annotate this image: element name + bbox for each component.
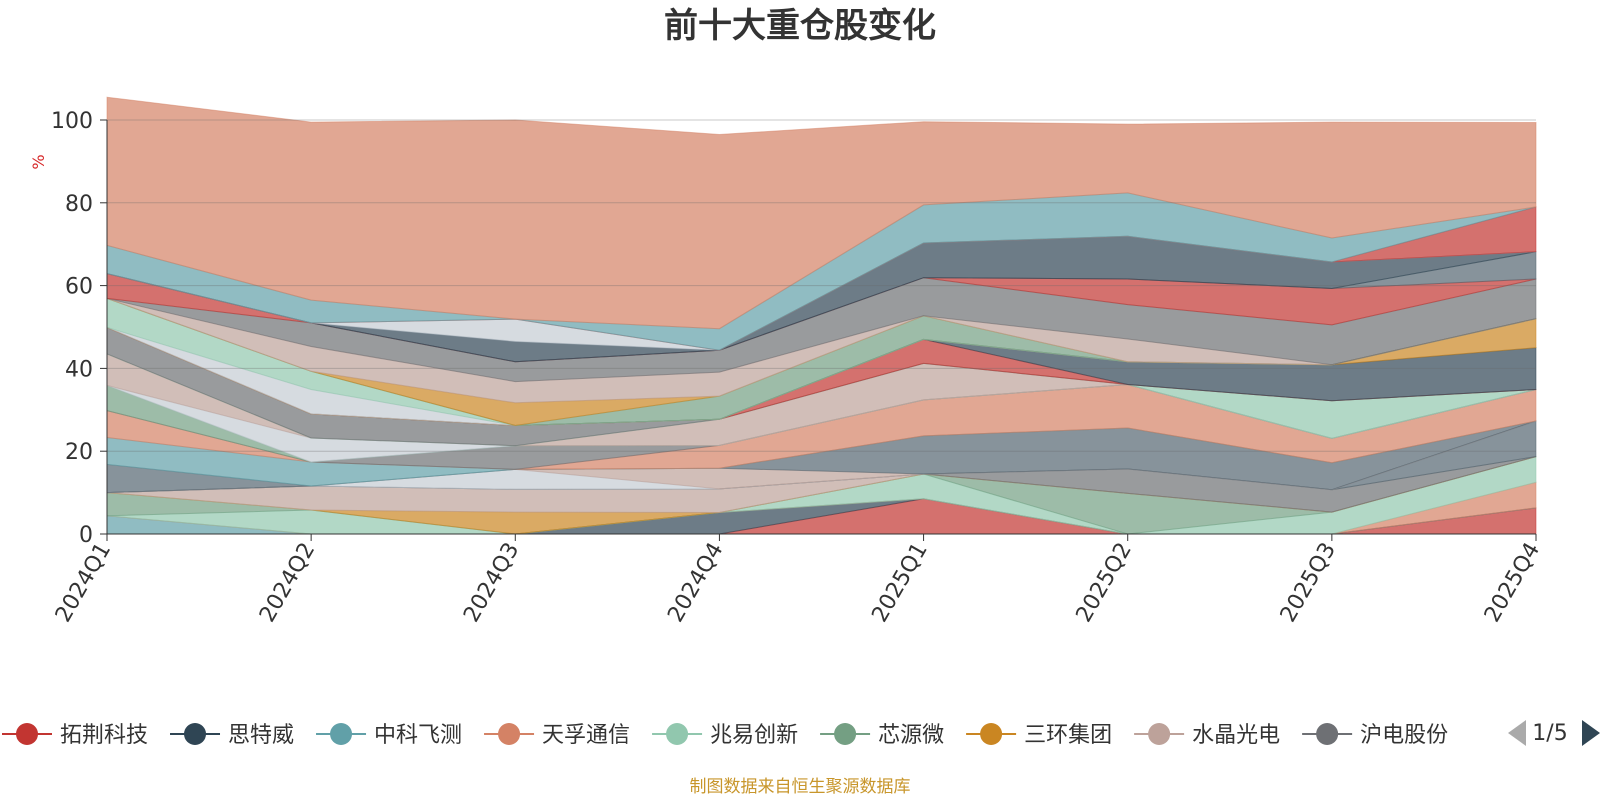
legend-item-5[interactable]: 兆易创新 bbox=[652, 723, 798, 748]
chart-title: 前十大重仓股变化 bbox=[664, 6, 936, 46]
legend-page-indicator: 1/5 bbox=[1532, 721, 1567, 746]
legend-label: 中科飞测 bbox=[374, 723, 462, 748]
legend-item-8[interactable]: 水晶光电 bbox=[1134, 723, 1280, 748]
legend-marker-icon bbox=[16, 723, 38, 745]
x-tick-label-2025Q1: 2025Q1 bbox=[867, 539, 932, 627]
x-tick-label-2025Q4: 2025Q4 bbox=[1480, 539, 1545, 627]
legend-next-page-icon[interactable] bbox=[1582, 720, 1600, 746]
area-series-layer bbox=[106, 96, 1537, 535]
legend-label: 三环集团 bbox=[1024, 723, 1112, 748]
x-tick-label-2024Q1: 2024Q1 bbox=[51, 539, 116, 627]
legend-label: 兆易创新 bbox=[710, 723, 798, 748]
x-tick-label-2024Q4: 2024Q4 bbox=[663, 539, 728, 627]
legend-item-9[interactable]: 沪电股份 bbox=[1302, 723, 1448, 748]
legend-label: 水晶光电 bbox=[1192, 723, 1280, 748]
y-tick-label-80: 80 bbox=[65, 192, 93, 217]
y-tick-label-0: 0 bbox=[79, 523, 93, 548]
legend-label: 拓荆科技 bbox=[60, 723, 148, 748]
legend-marker-icon bbox=[184, 723, 207, 745]
x-tick-label-2024Q2: 2024Q2 bbox=[255, 539, 320, 627]
legend-label: 芯源微 bbox=[878, 723, 944, 748]
legend-marker-icon bbox=[498, 723, 521, 745]
data-source-note: 制图数据来自恒生聚源数据库 bbox=[690, 777, 911, 797]
legend-label: 思特威 bbox=[228, 723, 294, 748]
legend-item-1[interactable]: 拓荆科技 bbox=[2, 723, 148, 748]
legend-item-6[interactable]: 芯源微 bbox=[820, 723, 944, 748]
legend-prev-page-icon[interactable] bbox=[1508, 720, 1526, 746]
legend-items: 拓荆科技 思特威 中科飞测 天孚通信 兆易创新 芯源微 三环集团 水晶光电 沪电股份 bbox=[2, 723, 1448, 748]
x-tick-label-2025Q3: 2025Q3 bbox=[1276, 539, 1341, 627]
y-tick-label-20: 20 bbox=[65, 440, 93, 465]
y-tick-label-40: 40 bbox=[65, 357, 93, 382]
legend-item-3[interactable]: 中科飞测 bbox=[316, 723, 462, 748]
legend: 拓荆科技 思特威 中科飞测 天孚通信 兆易创新 芯源微 三环集团 水晶光电 沪电股份 bbox=[2, 723, 1448, 748]
legend-item-7[interactable]: 三环集团 bbox=[966, 723, 1112, 748]
legend-label: 沪电股份 bbox=[1360, 723, 1448, 748]
area-series-37 bbox=[106, 96, 1537, 330]
legend-pager: 1/5 bbox=[1508, 720, 1600, 746]
legend-item-2[interactable]: 思特威 bbox=[170, 723, 294, 748]
legend-item-4[interactable]: 天孚通信 bbox=[484, 723, 630, 748]
gridlines bbox=[107, 119, 1536, 452]
y-axis-unit-label: % bbox=[29, 154, 48, 169]
legend-marker-icon bbox=[1148, 723, 1171, 745]
legend-marker-icon bbox=[980, 723, 1003, 745]
x-tick-label-2025Q2: 2025Q2 bbox=[1072, 539, 1137, 627]
legend-marker-icon bbox=[330, 723, 353, 745]
x-tick-label-2024Q3: 2024Q3 bbox=[459, 539, 524, 627]
legend-marker-icon bbox=[1316, 723, 1339, 745]
legend-marker-icon bbox=[666, 723, 689, 745]
y-tick-label-100: 100 bbox=[51, 109, 93, 134]
y-tick-label-60: 60 bbox=[65, 275, 93, 300]
legend-marker-icon bbox=[834, 723, 857, 745]
legend-label: 天孚通信 bbox=[542, 723, 630, 748]
